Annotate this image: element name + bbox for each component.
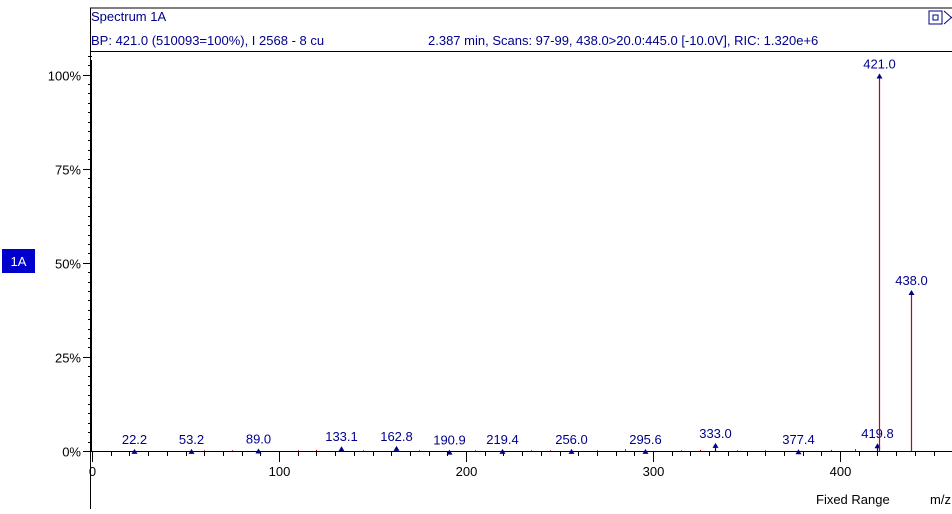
peak-label: 22.2 — [122, 432, 147, 447]
y-tick-label: 0% — [62, 445, 81, 460]
noise-peaks — [204, 449, 856, 451]
peak-label: 89.0 — [246, 431, 271, 446]
close-icon — [943, 10, 952, 25]
peak-label: 421.0 — [863, 57, 896, 72]
peak-label: 190.9 — [433, 433, 466, 448]
peak-marker — [568, 448, 575, 454]
y-tick-label: 100% — [48, 69, 82, 84]
close-button[interactable] — [943, 10, 952, 25]
peak-marker — [795, 449, 802, 455]
peak-label: 295.6 — [629, 432, 662, 447]
peak-label: 219.4 — [486, 432, 519, 447]
x-tick-label: 400 — [830, 464, 852, 479]
peak-marker — [876, 73, 883, 79]
peak-label: 256.0 — [555, 432, 588, 447]
x-tick-label: 300 — [643, 464, 665, 479]
peak-marker — [712, 442, 719, 448]
x-tick-label: 0 — [89, 464, 96, 479]
peak-label: 438.0 — [895, 273, 928, 288]
y-tick-label: 50% — [55, 257, 81, 272]
base-peak-info: BP: 421.0 (510093=100%), I 2568 - 8 cu — [91, 33, 324, 48]
peak-marker — [131, 448, 138, 454]
peak-marker — [908, 289, 915, 295]
x-tick-label: 100 — [269, 464, 291, 479]
y-tick-label: 25% — [55, 351, 81, 366]
peak-marker — [255, 448, 262, 454]
peak-marker — [446, 449, 453, 455]
peak-label: 162.8 — [380, 429, 413, 444]
peak-label: 419.8 — [861, 426, 894, 441]
trace-badge[interactable]: 1A — [2, 249, 35, 273]
peak-label: 133.1 — [325, 429, 358, 444]
peak-marker — [642, 448, 649, 454]
trace-badge-label: 1A — [11, 254, 27, 269]
peak-marker — [393, 445, 400, 451]
peak-marker — [338, 446, 345, 452]
scan-info: 2.387 min, Scans: 97-99, 438.0>20.0:445.… — [428, 33, 818, 48]
spectrum-title: Spectrum 1A — [91, 9, 166, 24]
axes: 0% 25% 50% 75% 100% 0 100 200 300 400 — [48, 56, 952, 479]
restore-icon — [928, 10, 943, 25]
x-tick-label: 200 — [456, 464, 478, 479]
peak-label: 333.0 — [699, 426, 732, 441]
peak-marker — [499, 448, 506, 454]
peak-marks: 22.2 53.2 89.0 133.1 162.8 190.9 219.4 256.0 295… — [122, 57, 928, 455]
x-axis-unit-label: m/z — [930, 492, 951, 507]
y-tick-label: 75% — [55, 163, 81, 178]
restore-button[interactable] — [928, 10, 943, 25]
peak-label: 377.4 — [782, 432, 815, 447]
peak-marker — [188, 448, 195, 454]
range-mode-label[interactable]: Fixed Range — [816, 492, 890, 507]
peak-label: 53.2 — [179, 432, 204, 447]
